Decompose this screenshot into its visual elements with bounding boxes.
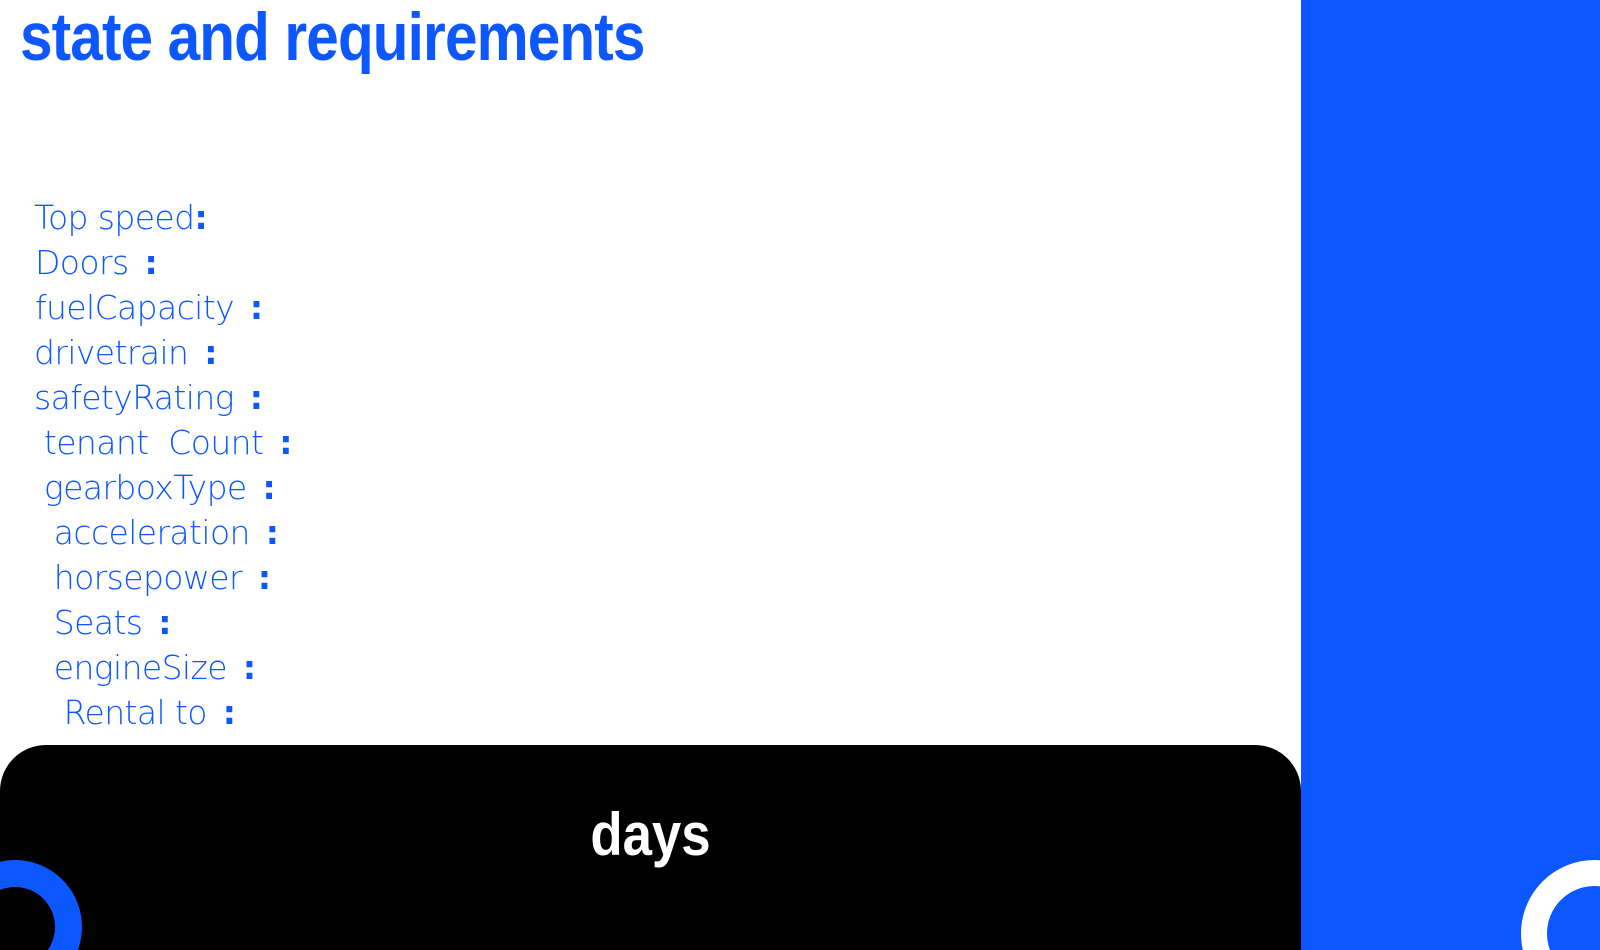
spec-colon: : xyxy=(204,333,218,372)
spec-row-doors: Doors : xyxy=(0,240,292,285)
spec-label: horsepower xyxy=(34,558,252,597)
spec-colon: : xyxy=(265,513,279,552)
spec-row-fuel-capacity: fuelCapacity : xyxy=(0,285,292,330)
spec-colon: : xyxy=(249,288,264,327)
duration-unit-label: days xyxy=(590,801,711,868)
spec-colon: : xyxy=(222,693,236,732)
bottom-bar: days xyxy=(0,745,1301,950)
spec-row-acceleration: acceleration : xyxy=(0,510,292,555)
spec-colon: : xyxy=(262,468,276,507)
spec-label: tenant Count xyxy=(34,423,274,462)
spec-list: Top speed: Doors : fuelCapacity : drivet… xyxy=(0,195,292,735)
spec-row-top-speed: Top speed: xyxy=(0,195,292,240)
spec-label: drivetrain xyxy=(34,333,199,372)
spec-row-seats: Seats : xyxy=(0,600,292,645)
spec-colon: : xyxy=(194,198,208,237)
page-title: state and requirements xyxy=(20,0,645,75)
spec-label: engineSize xyxy=(34,648,237,687)
spec-row-tenant-count: tenant Count : xyxy=(0,420,293,465)
spec-row-drivetrain: drivetrain : xyxy=(0,330,292,375)
spec-label: gearboxType xyxy=(34,468,257,507)
spec-label: fuelCapacity xyxy=(35,288,244,327)
side-panel xyxy=(1301,0,1600,950)
ring-decoration-icon xyxy=(0,860,82,950)
spec-row-engine-size: engineSize : xyxy=(0,645,292,690)
spec-colon: : xyxy=(144,243,158,282)
ring-decoration-icon xyxy=(1521,860,1600,950)
spec-colon: : xyxy=(257,558,272,597)
spec-row-safety-rating: safetyRating : xyxy=(0,375,292,420)
spec-row-horsepower: horsepower : xyxy=(0,555,292,600)
main-panel: state and requirements Top speed: Doors … xyxy=(0,0,1301,950)
spec-colon: : xyxy=(158,603,172,642)
spec-label: safetyRating xyxy=(34,378,244,417)
spec-label: Rental to xyxy=(34,693,217,732)
spec-colon: : xyxy=(249,378,263,417)
spec-label: Top speed xyxy=(34,198,195,237)
spec-colon: : xyxy=(279,423,293,462)
spec-row-rental-to: Rental to : xyxy=(0,690,292,735)
spec-label: acceleration xyxy=(34,513,260,552)
spec-colon: : xyxy=(242,648,257,687)
spec-row-gearbox-type: gearboxType : xyxy=(0,465,292,510)
spec-label: Seats xyxy=(34,603,153,642)
spec-label: Doors xyxy=(35,243,139,282)
